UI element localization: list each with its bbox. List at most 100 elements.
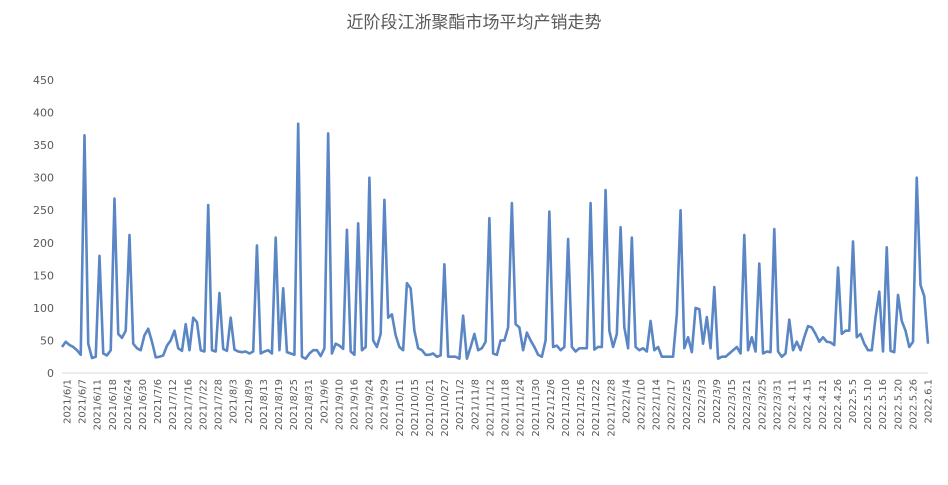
data-point	[503, 339, 505, 341]
data-point	[177, 347, 179, 349]
data-point	[672, 356, 674, 358]
x-tick-label: 2021/8/31	[304, 379, 315, 430]
x-tick-label: 2022/3/25	[757, 379, 768, 430]
data-point	[233, 349, 235, 351]
data-point	[293, 354, 295, 356]
data-point	[661, 356, 663, 358]
data-point	[368, 177, 370, 179]
data-point	[402, 349, 404, 351]
data-point	[575, 351, 577, 353]
data-point	[417, 347, 419, 349]
data-point	[361, 349, 363, 351]
data-point	[852, 240, 854, 242]
x-tick-label: 2022/3/21	[742, 379, 753, 430]
x-tick-label: 2022.4.11	[788, 379, 799, 430]
x-tick-label: 2021/10/11	[395, 379, 406, 437]
data-point	[770, 351, 772, 353]
x-tick-label: 2022.5.5	[848, 379, 859, 424]
y-tick-label: 150	[33, 269, 54, 282]
data-point	[230, 317, 232, 319]
data-point	[256, 244, 258, 246]
data-point	[676, 313, 678, 315]
data-point	[590, 202, 592, 204]
data-point	[211, 349, 213, 351]
x-axis: 2021/6/1 2021/6/7 2021/6/11 2021/6/18 2021/6…	[63, 379, 935, 437]
data-point	[897, 294, 899, 296]
data-point	[151, 341, 153, 343]
data-point	[533, 346, 535, 348]
data-point	[612, 346, 614, 348]
data-point	[736, 346, 738, 348]
data-point	[143, 334, 145, 336]
y-tick-label: 450	[33, 74, 54, 87]
y-tick-label: 350	[33, 139, 54, 152]
data-point	[680, 209, 682, 211]
data-point	[811, 326, 813, 328]
data-point	[252, 351, 254, 353]
x-tick-label: 2022/1/4	[621, 379, 632, 424]
x-tick-label: 2022/2/25	[682, 379, 693, 430]
x-tick-label: 2022/2/17	[667, 379, 678, 430]
data-point	[488, 217, 490, 219]
x-tick-label: 2021/12/10	[561, 379, 572, 437]
data-point	[638, 349, 640, 351]
data-point	[717, 358, 719, 360]
data-point	[586, 347, 588, 349]
data-point	[635, 346, 637, 348]
x-tick-label: 2021/11/18	[501, 379, 512, 437]
x-tick-label: 2021/7/12	[168, 379, 179, 430]
data-point	[721, 356, 723, 358]
data-point	[301, 356, 303, 358]
data-point	[215, 351, 217, 353]
data-point	[451, 356, 453, 358]
data-point	[833, 344, 835, 346]
data-point	[166, 345, 168, 347]
x-tick-label: 2022/3/9	[712, 379, 723, 424]
x-tick-label: 2021/9/16	[350, 379, 361, 430]
data-point	[245, 351, 247, 353]
data-point	[305, 358, 307, 360]
data-point	[691, 351, 693, 353]
data-point	[432, 352, 434, 354]
data-point	[830, 341, 832, 343]
data-point	[170, 339, 172, 341]
x-tick-label: 2021/6/18	[108, 379, 119, 430]
y-tick-label: 50	[40, 334, 54, 347]
data-point	[867, 349, 869, 351]
x-tick-label: 2022.5.10	[863, 379, 874, 430]
data-point	[848, 330, 850, 332]
data-point	[886, 246, 888, 248]
x-tick-label: 2021/8/19	[274, 379, 285, 430]
data-point	[890, 350, 892, 352]
x-tick-label: 2022.5.20	[893, 379, 904, 430]
data-point	[121, 337, 123, 339]
data-point	[331, 352, 333, 354]
data-point	[308, 352, 310, 354]
data-point	[470, 346, 472, 348]
data-point	[365, 346, 367, 348]
data-point	[522, 349, 524, 351]
data-point	[455, 356, 457, 358]
data-point	[147, 328, 149, 330]
data-point	[128, 234, 130, 236]
data-point	[458, 358, 460, 360]
data-point	[620, 226, 622, 228]
data-point	[537, 354, 539, 356]
x-tick-label: 2022.5.16	[878, 379, 889, 430]
data-point	[346, 229, 348, 231]
data-point	[477, 349, 479, 351]
data-point	[908, 346, 910, 348]
data-point	[683, 347, 685, 349]
x-tick-label: 2022/3/3	[697, 379, 708, 424]
data-point	[927, 343, 929, 345]
x-tick-label: 2021/6/11	[93, 379, 104, 430]
y-tick-label: 300	[33, 172, 54, 185]
y-tick-label: 400	[33, 107, 54, 120]
data-point	[627, 347, 629, 349]
data-point	[312, 349, 314, 351]
data-point	[76, 349, 78, 351]
data-point	[710, 347, 712, 349]
x-tick-label: 2022/3/15	[727, 379, 738, 430]
data-point	[616, 333, 618, 335]
x-tick-label: 2021/8/9	[244, 379, 255, 424]
